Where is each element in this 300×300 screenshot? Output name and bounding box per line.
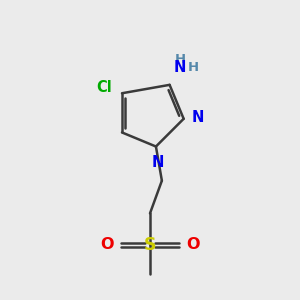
Text: S: S <box>144 236 156 253</box>
Text: H: H <box>174 53 186 66</box>
Text: N: N <box>191 110 204 125</box>
Text: N: N <box>174 60 186 75</box>
Text: N: N <box>151 155 164 170</box>
Text: Cl: Cl <box>96 80 112 95</box>
Text: H: H <box>188 61 199 74</box>
Text: O: O <box>100 237 113 252</box>
Text: O: O <box>187 237 200 252</box>
